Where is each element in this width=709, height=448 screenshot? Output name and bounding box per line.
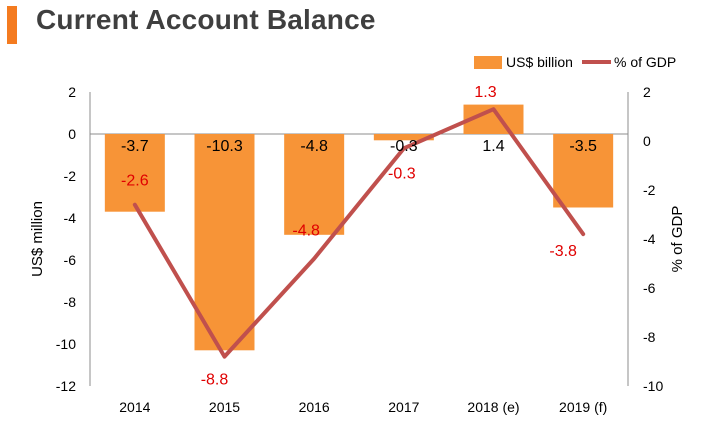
bar bbox=[553, 134, 614, 208]
x-tick-label: 2017 bbox=[388, 399, 419, 415]
y2-axis-title: % of GDP bbox=[669, 206, 686, 273]
bar bbox=[373, 134, 434, 141]
line-data-label: 1.3 bbox=[474, 84, 496, 101]
y2-tick-label: 2 bbox=[643, 84, 651, 100]
bar-data-label: -0.3 bbox=[390, 138, 418, 155]
y2-tick-label: -4 bbox=[643, 231, 656, 247]
y-tick-label: 0 bbox=[68, 126, 76, 142]
line-data-label: -2.6 bbox=[121, 173, 149, 190]
bar bbox=[104, 134, 165, 212]
y-tick-label: -2 bbox=[64, 168, 77, 184]
data-labels: -3.7 -10.3 -4.8 -0.3 1.4 -3.5 -2.6 -8.8 -4.8 -0.3… bbox=[121, 84, 597, 388]
y2-tick-label: 0 bbox=[643, 133, 651, 149]
bar-data-label: -3.7 bbox=[121, 138, 149, 155]
y-tick-label: -6 bbox=[64, 252, 77, 268]
y2-tick-label: -6 bbox=[643, 280, 656, 296]
line-data-label: -4.8 bbox=[292, 223, 320, 240]
x-tick-label: 2018 (e) bbox=[467, 399, 519, 415]
bar bbox=[284, 134, 345, 235]
legend-line-label: % of GDP bbox=[614, 54, 676, 70]
y-tick-label: -10 bbox=[56, 336, 76, 352]
line-data-label: -0.3 bbox=[388, 165, 416, 182]
y-tick-label: -4 bbox=[64, 210, 77, 226]
axes: 2 0 -2 -4 -6 -8 -10 -12 2 0 -2 -4 -6 -8 -10 2014 2015 201… bbox=[29, 84, 686, 415]
y-tick-label: 2 bbox=[68, 84, 76, 100]
x-tick-label: 2016 bbox=[299, 399, 330, 415]
chart-title: Current Account Balance bbox=[36, 4, 376, 35]
y-tick-label: -8 bbox=[64, 294, 77, 310]
y2-tick-label: -2 bbox=[643, 182, 656, 198]
x-tick-label: 2019 (f) bbox=[559, 399, 607, 415]
line-data-label: -3.8 bbox=[549, 243, 577, 260]
bar bbox=[194, 134, 255, 351]
y2-tick-label: -8 bbox=[643, 329, 656, 345]
y2-tick-label: -10 bbox=[643, 378, 663, 394]
bar-data-label: -4.8 bbox=[300, 138, 328, 155]
gdp-line bbox=[132, 107, 586, 359]
bar-data-label: 1.4 bbox=[482, 138, 504, 155]
y-tick-label: -12 bbox=[56, 378, 76, 394]
line-data-label: -8.8 bbox=[201, 372, 229, 389]
x-tick-label: 2014 bbox=[119, 399, 150, 415]
legend: US$ billion % of GDP bbox=[474, 54, 676, 70]
bar-series bbox=[104, 104, 614, 351]
bar-data-label: -3.5 bbox=[569, 138, 597, 155]
y-axis-title: US$ million bbox=[29, 201, 46, 277]
line-series bbox=[132, 107, 586, 359]
title-marker bbox=[7, 6, 17, 44]
legend-bar-label: US$ billion bbox=[506, 54, 573, 70]
x-tick-label: 2015 bbox=[209, 399, 240, 415]
legend-bar-swatch bbox=[474, 56, 502, 69]
bar-data-label: -10.3 bbox=[206, 138, 243, 155]
